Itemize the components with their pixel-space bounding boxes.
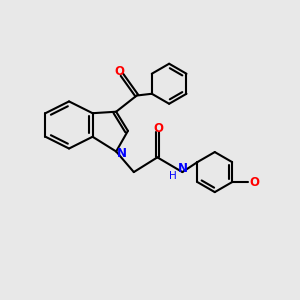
Text: N: N xyxy=(116,147,126,160)
Text: N: N xyxy=(178,162,188,175)
Text: O: O xyxy=(250,176,260,189)
Text: H: H xyxy=(169,171,177,181)
Text: O: O xyxy=(153,122,163,135)
Text: O: O xyxy=(114,65,124,79)
